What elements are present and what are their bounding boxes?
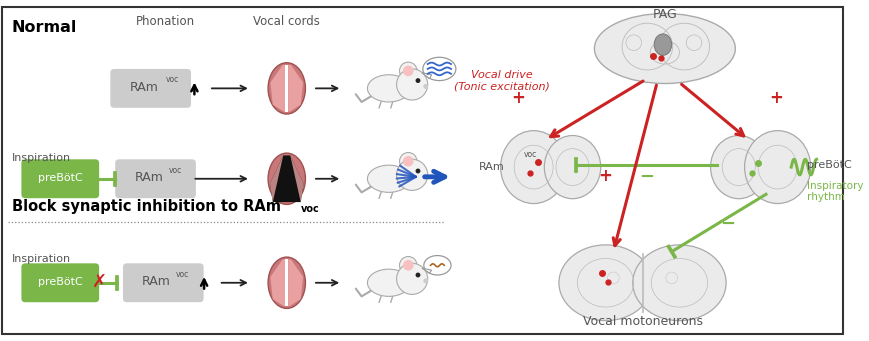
Ellipse shape [368, 165, 410, 192]
Polygon shape [289, 65, 303, 112]
Polygon shape [421, 73, 432, 79]
Text: preBötC: preBötC [38, 277, 83, 287]
Text: preBötC: preBötC [806, 160, 852, 170]
FancyBboxPatch shape [2, 7, 843, 334]
Text: +: + [511, 89, 525, 107]
Polygon shape [290, 155, 303, 202]
Text: −: − [640, 168, 654, 186]
Circle shape [403, 65, 414, 76]
Circle shape [423, 278, 428, 283]
Polygon shape [270, 155, 303, 202]
Text: Vocal drive
(Tonic excitation): Vocal drive (Tonic excitation) [454, 70, 549, 91]
Text: preBötC: preBötC [38, 173, 83, 183]
Circle shape [396, 159, 428, 190]
Text: Vocal cords: Vocal cords [254, 15, 320, 28]
Ellipse shape [424, 255, 451, 275]
Circle shape [400, 62, 417, 79]
Ellipse shape [745, 131, 811, 204]
Ellipse shape [654, 34, 672, 55]
Ellipse shape [501, 131, 567, 204]
Text: RAm: RAm [479, 162, 505, 172]
FancyBboxPatch shape [116, 159, 196, 198]
Ellipse shape [544, 135, 600, 199]
Polygon shape [285, 260, 289, 306]
FancyBboxPatch shape [22, 263, 99, 302]
Text: voc: voc [165, 75, 179, 84]
Text: ✗: ✗ [91, 273, 107, 291]
Circle shape [415, 272, 421, 278]
Text: voc: voc [524, 150, 537, 159]
Text: Block synaptic inhibition to RAm: Block synaptic inhibition to RAm [11, 199, 281, 214]
Circle shape [415, 168, 421, 174]
Text: Inspiration: Inspiration [11, 153, 70, 163]
Ellipse shape [269, 153, 305, 204]
Polygon shape [421, 268, 432, 273]
Ellipse shape [423, 57, 456, 80]
Circle shape [396, 69, 428, 100]
Text: +: + [769, 89, 783, 107]
Ellipse shape [633, 245, 726, 321]
Text: −: − [720, 214, 736, 233]
Circle shape [415, 78, 421, 83]
Text: voc: voc [169, 165, 182, 175]
Text: RAm: RAm [129, 81, 158, 94]
Text: voc: voc [176, 269, 189, 279]
Circle shape [400, 152, 417, 170]
Circle shape [396, 263, 428, 294]
Text: Vocal motoneurons: Vocal motoneurons [582, 315, 702, 328]
Text: RAm: RAm [142, 275, 171, 288]
Polygon shape [285, 65, 289, 112]
Text: Normal: Normal [11, 20, 77, 35]
Circle shape [403, 156, 414, 167]
Text: Inspiration: Inspiration [11, 254, 70, 264]
Text: Inspiratory
rhythm: Inspiratory rhythm [806, 181, 863, 202]
FancyBboxPatch shape [22, 159, 99, 198]
Circle shape [423, 174, 428, 179]
Ellipse shape [368, 269, 410, 296]
Polygon shape [270, 155, 283, 202]
Text: RAm: RAm [135, 171, 163, 184]
Ellipse shape [559, 245, 653, 321]
Circle shape [400, 256, 417, 274]
Ellipse shape [594, 14, 735, 84]
Text: Phonation: Phonation [136, 15, 195, 28]
Text: voc: voc [302, 204, 320, 214]
Ellipse shape [711, 135, 767, 199]
Circle shape [423, 84, 428, 89]
Polygon shape [270, 260, 285, 306]
Polygon shape [270, 65, 285, 112]
FancyBboxPatch shape [123, 263, 203, 302]
Ellipse shape [269, 63, 305, 114]
Text: +: + [599, 167, 613, 185]
Ellipse shape [368, 75, 410, 102]
Ellipse shape [269, 257, 305, 308]
FancyBboxPatch shape [110, 69, 191, 108]
Text: PAG: PAG [653, 8, 677, 21]
Polygon shape [289, 260, 303, 306]
Circle shape [403, 260, 414, 271]
